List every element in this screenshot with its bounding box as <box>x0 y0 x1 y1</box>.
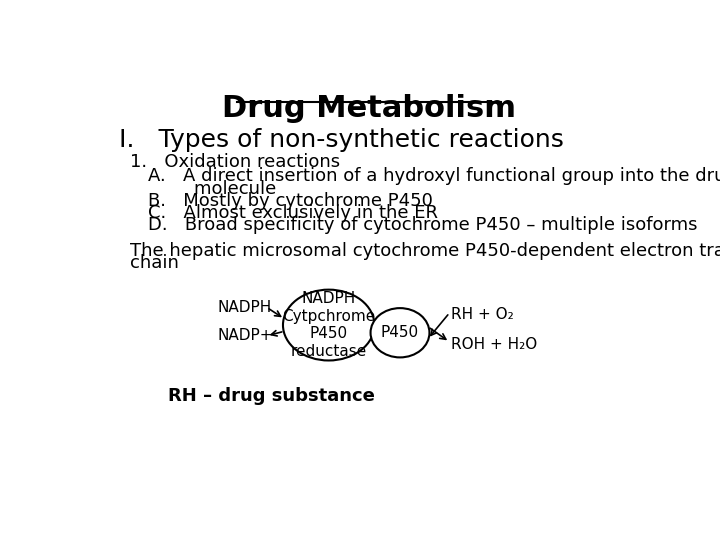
Ellipse shape <box>283 289 374 361</box>
Text: B.   Mostly by cytochrome P450: B. Mostly by cytochrome P450 <box>148 192 433 210</box>
Text: D.   Broad specificity of cytochrome P450 – multiple isoforms: D. Broad specificity of cytochrome P450 … <box>148 217 698 234</box>
Text: NADPH: NADPH <box>218 300 272 315</box>
Text: NADP+: NADP+ <box>217 328 273 343</box>
Text: C.   Almost exclusively in the ER: C. Almost exclusively in the ER <box>148 204 438 222</box>
Text: RH + O₂: RH + O₂ <box>451 307 514 322</box>
Text: P450: P450 <box>381 325 419 340</box>
Text: Drug Metabolism: Drug Metabolism <box>222 94 516 123</box>
Text: chain: chain <box>130 254 179 272</box>
Text: RH – drug substance: RH – drug substance <box>168 387 374 404</box>
Text: ROH + H₂O: ROH + H₂O <box>451 336 537 352</box>
Text: 1.   Oxidation reactions: 1. Oxidation reactions <box>130 153 341 171</box>
Text: The hepatic microsomal cytochrome P450-dependent electron transfer: The hepatic microsomal cytochrome P450-d… <box>130 242 720 260</box>
Ellipse shape <box>371 308 429 357</box>
Text: molecule: molecule <box>148 179 276 198</box>
Text: A.   A direct insertion of a hydroxyl functional group into the drug: A. A direct insertion of a hydroxyl func… <box>148 167 720 185</box>
Text: NADPH
Cytpchrome
P450
reductase: NADPH Cytpchrome P450 reductase <box>282 292 375 359</box>
Text: I.   Types of non-synthetic reactions: I. Types of non-synthetic reactions <box>120 128 564 152</box>
